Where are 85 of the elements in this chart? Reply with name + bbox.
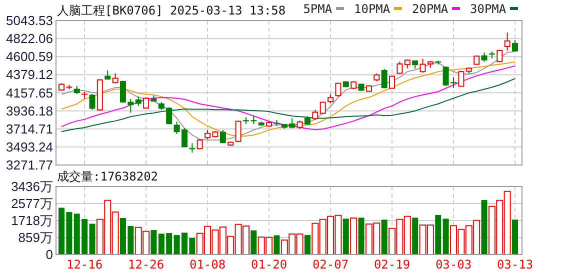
y-tick-label: 3271.77 (6, 158, 53, 173)
candlestick (258, 121, 264, 126)
bar (412, 218, 418, 254)
chart-title: 人脑工程[BK0706] 2025-03-13 13:58 (57, 4, 286, 18)
candlestick (328, 94, 334, 104)
candlestick (512, 39, 518, 52)
candlestick (474, 55, 480, 66)
candlestick (74, 85, 80, 94)
candlestick (96, 78, 103, 112)
legend-label: 10PMA (354, 2, 391, 16)
candlestick (82, 91, 88, 100)
x-tick-label: 03-03 (435, 258, 472, 272)
candlestick (412, 60, 418, 70)
y-tick-label: 4822.06 (6, 31, 53, 46)
x-tick-label: 03-13 (496, 258, 534, 272)
candlestick (404, 59, 410, 69)
candlestick (374, 73, 380, 82)
chart-title: 成交量:17638202 (57, 170, 158, 184)
candlestick (396, 61, 403, 74)
candlestick (89, 93, 96, 110)
legend-label: 5PMA (303, 2, 333, 16)
x-tick-label: 01-08 (189, 258, 226, 272)
candlestick (135, 96, 142, 106)
bar (150, 230, 157, 254)
candlestick (143, 96, 150, 110)
candlestick (320, 101, 326, 114)
y-tick-label: 0 (46, 247, 53, 262)
candlestick (481, 52, 488, 62)
candlestick (150, 95, 157, 102)
candlestick (304, 116, 310, 126)
candlestick (235, 120, 242, 142)
y-tick-label: 2577万 (11, 196, 53, 212)
x-tick-label: 02-19 (374, 258, 410, 272)
candlestick (266, 121, 272, 128)
y-tick-label: 5043.53 (6, 13, 53, 28)
candlestick (220, 129, 226, 144)
legend-label: 30PMA (470, 2, 507, 16)
bar (342, 218, 349, 254)
candlestick (381, 68, 388, 89)
y-tick-label: 4157.65 (6, 85, 53, 100)
x-tick-label: 12-26 (128, 258, 164, 272)
x-tick-label: 02-07 (312, 258, 349, 272)
line-series (61, 78, 516, 132)
candlestick (389, 75, 396, 90)
y-tick-label: 1718万 (11, 213, 53, 228)
y-tick-label: 3436万 (11, 179, 53, 194)
candlestick (458, 70, 464, 88)
candlestick (342, 80, 349, 88)
candlestick (358, 83, 364, 92)
bar (358, 218, 364, 254)
candlestick (504, 32, 510, 52)
y-tick-label: 859万 (18, 230, 53, 246)
candlestick (112, 72, 118, 84)
y-tick-label: 3714.71 (6, 121, 53, 136)
candlestick (196, 138, 203, 150)
x-tick-label: 12-16 (66, 258, 103, 272)
bar (435, 215, 442, 254)
candlestick (228, 140, 234, 146)
candlestick (366, 84, 372, 92)
line-series (61, 51, 516, 140)
candlestick (335, 82, 342, 98)
candlestick (104, 70, 111, 80)
candlestick (350, 80, 357, 90)
candlestick (312, 109, 318, 120)
bar (250, 230, 257, 254)
candlestick (189, 142, 196, 154)
candlestick (496, 49, 503, 63)
bar (274, 235, 280, 254)
bar (442, 218, 449, 254)
x-tick-label: 01-20 (250, 258, 288, 272)
bar (350, 218, 358, 255)
bar (304, 235, 310, 254)
y-tick-label: 4379.12 (6, 67, 53, 82)
candlestick (488, 51, 495, 60)
candlestick (466, 67, 472, 74)
bar (512, 220, 518, 254)
bar (481, 200, 488, 254)
y-tick-label: 4600.59 (6, 49, 53, 64)
candlestick (435, 60, 442, 66)
y-tick-label: 3493.24 (6, 139, 53, 154)
bar (381, 220, 388, 254)
y-tick-label: 3936.18 (6, 103, 53, 118)
candlestick (274, 119, 280, 126)
candlestick (296, 120, 303, 130)
legend-label: 20PMA (412, 2, 449, 16)
